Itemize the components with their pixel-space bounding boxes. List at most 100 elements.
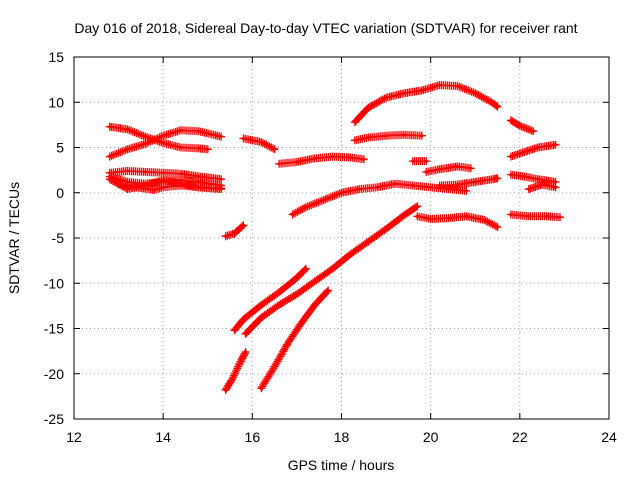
data-point <box>152 188 156 192</box>
data-point <box>531 129 535 133</box>
data-point <box>125 147 130 151</box>
data-point <box>366 240 370 244</box>
data-point <box>348 155 353 160</box>
data-point <box>527 214 531 218</box>
data-point <box>482 218 486 222</box>
series-10-markers <box>241 202 422 338</box>
data-point <box>259 386 263 390</box>
data-point <box>108 154 112 159</box>
series-22-markers <box>506 140 560 161</box>
data-point <box>437 183 442 188</box>
data-point <box>495 176 500 180</box>
series-19 <box>435 174 502 190</box>
data-point <box>304 205 308 209</box>
data-point <box>473 180 477 184</box>
data-point <box>232 328 237 332</box>
data-point <box>330 154 335 159</box>
data-point <box>491 101 495 105</box>
data-point <box>339 191 344 195</box>
data-point <box>290 212 295 217</box>
data-point <box>527 187 531 191</box>
data-point <box>553 143 558 147</box>
data-point <box>179 183 183 188</box>
y-tick-label: -20 <box>44 366 64 382</box>
data-point <box>522 174 526 179</box>
ticks: 12 14 16 18 20 22 24 -25 -20 -15 -10 -5 0 5 10 15 <box>44 49 617 445</box>
series-20 <box>413 212 502 232</box>
plot-frame <box>73 56 610 420</box>
data-point <box>277 162 281 166</box>
series-16 <box>350 130 426 145</box>
data-point <box>353 120 357 124</box>
data-point <box>429 185 433 189</box>
y-tick-label: -10 <box>44 275 64 291</box>
data-point <box>330 267 335 271</box>
series-18-markers <box>422 162 475 176</box>
x-axis-label: GPS time / hours <box>288 457 395 473</box>
series-15 <box>350 81 502 127</box>
data-point <box>179 128 183 132</box>
data-point <box>232 231 237 236</box>
series-18 <box>422 162 475 176</box>
data-point <box>420 134 424 138</box>
series-22 <box>506 140 560 161</box>
series-14 <box>288 179 471 219</box>
data-point <box>161 171 165 175</box>
data-point <box>469 166 473 170</box>
data-point <box>273 364 277 369</box>
data-point <box>464 214 468 218</box>
series-19-markers <box>435 174 502 190</box>
data-point <box>491 177 495 181</box>
data-point <box>415 204 419 208</box>
data-point <box>495 225 500 229</box>
data-point <box>366 135 370 140</box>
y-tick-label: 0 <box>56 185 64 201</box>
data-point <box>143 170 147 174</box>
series-13 <box>275 152 368 168</box>
data-point <box>366 106 370 110</box>
x-tick-label: 16 <box>245 429 261 445</box>
data-point <box>362 157 366 161</box>
y-axis-label: SDTVAR / TECUs <box>6 182 22 294</box>
grid <box>74 57 609 419</box>
series-21 <box>506 116 538 136</box>
y-tick-label: -25 <box>44 411 64 427</box>
series-2 <box>105 126 226 161</box>
data-point <box>384 96 388 100</box>
data-point <box>143 142 147 146</box>
series-24 <box>524 180 560 194</box>
data-point <box>219 177 223 181</box>
data-point <box>558 215 562 219</box>
data-point <box>553 185 558 189</box>
series-8-markers <box>221 348 250 394</box>
data-point <box>161 178 165 182</box>
series-6 <box>114 179 226 194</box>
data-point <box>420 88 424 93</box>
data-point <box>108 125 112 129</box>
data-point <box>353 138 357 142</box>
data-point <box>304 267 308 271</box>
data-point <box>197 146 201 151</box>
data-point <box>313 156 317 160</box>
series-11 <box>257 286 333 393</box>
data-point <box>402 133 406 137</box>
data-point <box>446 216 451 220</box>
data-point <box>402 91 406 95</box>
data-point <box>522 150 526 154</box>
data-point <box>544 214 549 218</box>
data-point <box>299 321 303 325</box>
data-point <box>116 182 121 186</box>
data-point <box>244 332 248 336</box>
data-point <box>415 214 419 218</box>
data-point <box>197 129 201 133</box>
series-23 <box>506 170 560 186</box>
series-11-markers <box>257 286 333 393</box>
series-17 <box>408 157 431 166</box>
data-point <box>277 303 281 307</box>
chart-title: Day 016 of 2018, Sidereal Day-to-day VTE… <box>74 20 577 36</box>
data-point <box>464 189 468 193</box>
data-point <box>179 172 183 176</box>
data-point <box>384 227 388 231</box>
y-tick-label: 5 <box>56 140 64 156</box>
